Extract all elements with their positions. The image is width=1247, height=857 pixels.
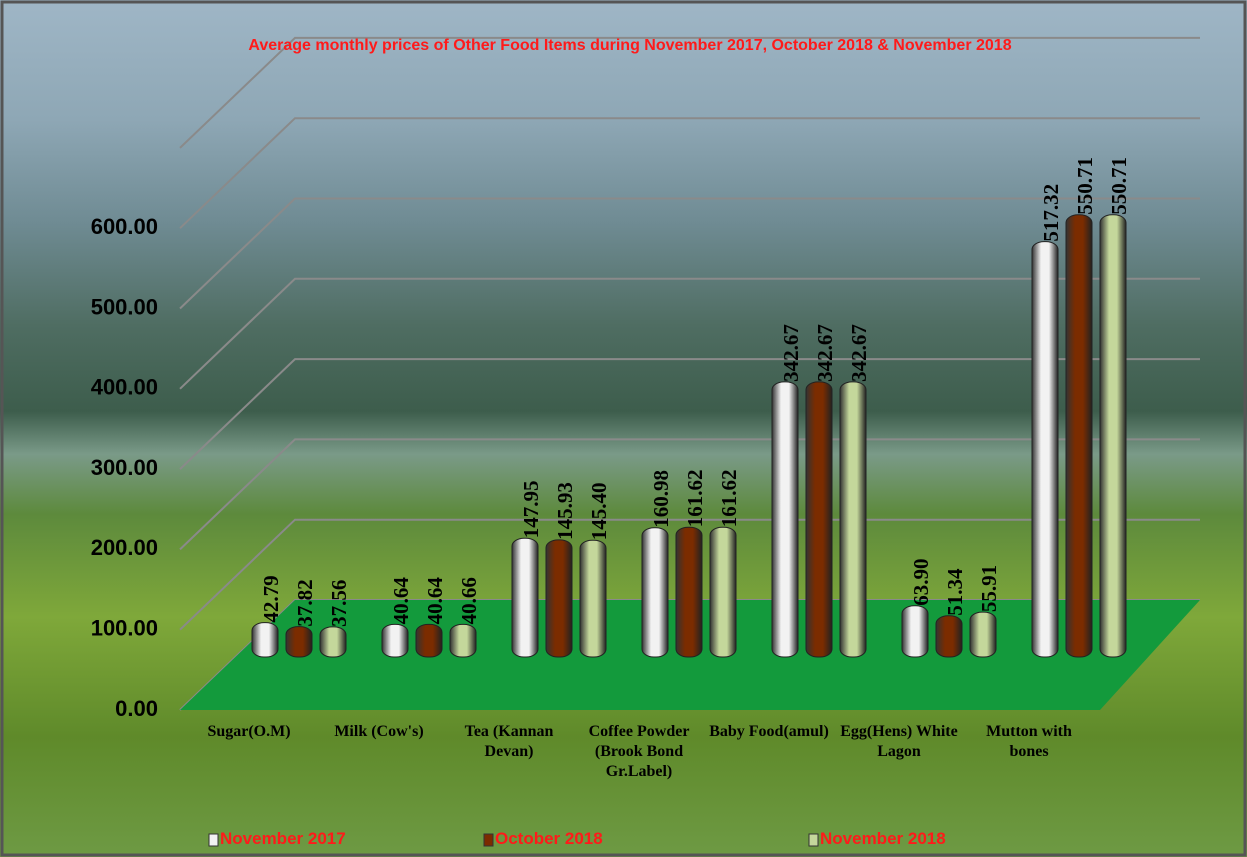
x-tick-label: Tea (Kannan Devan) xyxy=(445,722,573,762)
value-label: 37.56 xyxy=(327,580,351,627)
value-label: 145.40 xyxy=(587,482,611,540)
chart: 0.00 100.00 200.00 300.00 400.00 500.00 600.00… xyxy=(0,0,1247,857)
legend-swatch xyxy=(809,834,818,846)
chart-title: Average monthly prices of Other Food Ite… xyxy=(130,37,1130,55)
value-label: 147.95 xyxy=(519,480,543,538)
bar xyxy=(546,540,572,657)
value-label: 161.62 xyxy=(683,469,707,527)
bar xyxy=(772,382,798,657)
value-label: 145.93 xyxy=(553,482,577,540)
legend-swatch xyxy=(209,834,218,846)
value-label: 550.71 xyxy=(1073,157,1097,215)
legend-swatch xyxy=(484,834,493,846)
bar xyxy=(936,616,962,657)
bar xyxy=(416,624,442,657)
bar xyxy=(710,527,736,657)
bar xyxy=(840,382,866,657)
value-label: 517.32 xyxy=(1039,184,1063,242)
bar xyxy=(642,528,668,657)
value-label: 161.62 xyxy=(717,469,741,527)
bar xyxy=(1032,242,1058,657)
value-label: 63.90 xyxy=(909,558,933,605)
y-tick-label: 200.00 xyxy=(91,535,158,560)
bar xyxy=(252,623,278,657)
bar xyxy=(970,612,996,657)
value-label: 342.67 xyxy=(813,324,837,382)
x-tick-label: Milk (Cow's) xyxy=(315,722,443,742)
bar xyxy=(902,606,928,657)
y-tick-label: 100.00 xyxy=(91,616,158,641)
bar xyxy=(320,627,346,657)
legend-label: October 2018 xyxy=(495,829,603,849)
value-label: 40.66 xyxy=(457,577,481,624)
x-tick-label: Mutton with bones xyxy=(965,722,1093,762)
value-label: 160.98 xyxy=(649,470,673,528)
y-tick-label: 500.00 xyxy=(91,294,158,319)
value-label: 51.34 xyxy=(943,568,967,616)
bar xyxy=(512,538,538,657)
value-label: 40.64 xyxy=(423,577,447,625)
bar xyxy=(1066,215,1092,657)
y-tick-label: 400.00 xyxy=(91,375,158,400)
bar xyxy=(286,627,312,657)
bar xyxy=(382,624,408,657)
legend-label: November 2017 xyxy=(220,829,346,849)
bar xyxy=(676,527,702,657)
y-tick-label: 300.00 xyxy=(91,455,158,480)
x-tick-label: Coffee Powder (Brook Bond Gr.Label) xyxy=(575,722,703,782)
value-label: 550.71 xyxy=(1107,157,1131,215)
value-label: 342.67 xyxy=(779,324,803,382)
bar xyxy=(580,540,606,657)
bar xyxy=(806,382,832,657)
bar xyxy=(1100,215,1126,657)
x-tick-label: Egg(Hens) White Lagon xyxy=(835,722,963,762)
value-label: 342.67 xyxy=(847,324,871,382)
bar xyxy=(450,624,476,657)
y-tick-label: 600.00 xyxy=(91,214,158,239)
x-tick-label: Baby Food(amul) xyxy=(705,722,833,742)
value-label: 37.82 xyxy=(293,579,317,626)
x-tick-label: Sugar(O.M) xyxy=(185,722,313,742)
value-label: 40.64 xyxy=(389,577,413,625)
value-label: 42.79 xyxy=(259,575,283,622)
y-tick-label: 0.00 xyxy=(115,696,158,721)
legend-label: November 2018 xyxy=(820,829,946,849)
value-label: 55.91 xyxy=(977,565,1001,612)
